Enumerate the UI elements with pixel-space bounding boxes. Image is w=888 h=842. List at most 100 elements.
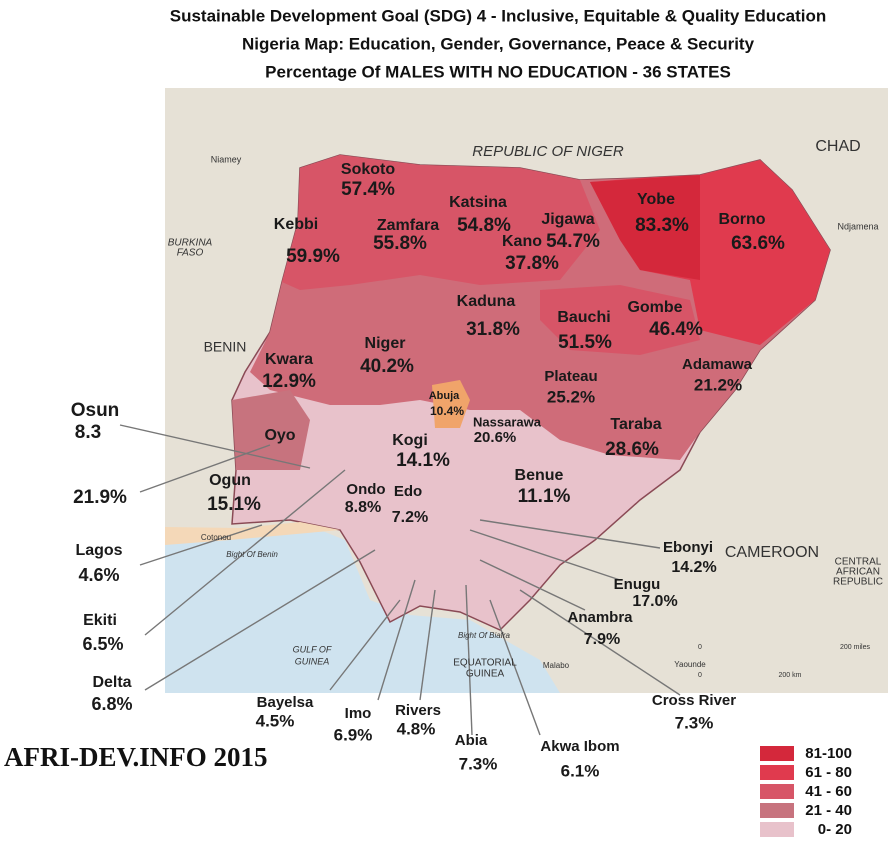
- state-value: 7.3%: [675, 713, 714, 732]
- state-value: 55.8%: [373, 233, 427, 254]
- state-name: Katsina: [449, 194, 507, 211]
- legend-swatch: [760, 822, 794, 837]
- bauchi-gombe-region: [540, 285, 700, 355]
- geo-label: GUINEA: [295, 656, 330, 666]
- state-value: 6.5%: [82, 634, 123, 654]
- state-value: 7.3%: [459, 754, 498, 773]
- sea: [165, 522, 560, 693]
- state-name: Oyo: [264, 427, 295, 444]
- northwest-region: [282, 155, 600, 290]
- state-name: Edo: [394, 483, 422, 500]
- state-name: Abuja: [429, 390, 460, 402]
- state-name: Kebbi: [274, 216, 318, 233]
- oyo-region: [232, 390, 310, 470]
- legend-label: 41 - 60: [805, 783, 852, 800]
- geo-label: 0: [698, 672, 702, 679]
- state-name: Gombe: [627, 299, 682, 316]
- state-name: Ondo: [346, 481, 385, 498]
- state-name: Anambra: [567, 609, 633, 626]
- state-name: Lagos: [75, 542, 122, 559]
- state-name: Bayelsa: [257, 694, 314, 711]
- state-name: Imo: [345, 705, 372, 722]
- state-value: 31.8%: [466, 319, 520, 340]
- state-name: Borno: [718, 211, 765, 228]
- state-name: Abia: [455, 732, 488, 749]
- state-name: Kaduna: [457, 293, 516, 310]
- geo-label: Cotonou: [201, 533, 231, 542]
- state-value: 83.3%: [635, 215, 689, 236]
- geo-label: CHAD: [815, 138, 860, 155]
- state-name: Adamawa: [682, 356, 753, 373]
- state-name: Osun: [71, 400, 120, 421]
- geo-label: 0: [698, 644, 702, 651]
- state-value: 12.9%: [262, 371, 316, 392]
- geo-label: REPUBLIC OF NIGER: [472, 143, 624, 160]
- state-value: 8.3: [75, 422, 101, 443]
- state-name: Benue: [515, 467, 564, 484]
- geo-label: Yaounde: [674, 660, 706, 669]
- state-name: Kwara: [265, 351, 313, 368]
- geo-label: CENTRAL: [835, 557, 882, 568]
- legend-swatch: [760, 765, 794, 780]
- state-value: 4.6%: [78, 565, 119, 585]
- geo-label: BENIN: [204, 339, 247, 355]
- yobe-region: [590, 175, 700, 280]
- state-value: 20.6%: [474, 429, 517, 446]
- state-name: Akwa Ibom: [540, 738, 619, 755]
- state-value: 21.9%: [73, 487, 127, 508]
- state-value: 51.5%: [558, 332, 612, 353]
- leader-lines: [119, 424, 681, 736]
- legend-label: 0- 20: [818, 821, 852, 838]
- state-value: 6.9%: [334, 725, 373, 744]
- state-name: Enugu: [614, 576, 661, 593]
- legend-swatch: [760, 784, 794, 799]
- state-value: 21.2%: [694, 375, 742, 394]
- state-value: 4.8%: [397, 719, 436, 738]
- state-value: 4.5%: [256, 711, 295, 730]
- geo-label: EQUATORIAL: [453, 658, 517, 669]
- state-name: Taraba: [610, 416, 661, 433]
- legend-label: 61 - 80: [805, 764, 852, 781]
- state-name: Kogi: [392, 432, 428, 449]
- state-value: 7.9%: [584, 631, 620, 648]
- state-value: 59.9%: [286, 246, 340, 267]
- geo-label: AFRICAN: [836, 567, 880, 578]
- state-value: 40.2%: [360, 356, 414, 377]
- title-line: Percentage Of MALES WITH NO EDUCATION - …: [265, 62, 731, 81]
- legend-swatch: [760, 803, 794, 818]
- state-name: Nassarawa: [473, 414, 542, 429]
- geo-label: BURKINA: [168, 238, 213, 249]
- geo-label: GUINEA: [466, 669, 505, 680]
- geo-label: Malabo: [543, 661, 570, 670]
- geo-label: CAMEROON: [725, 544, 819, 561]
- state-name: Ekiti: [83, 612, 117, 629]
- state-value: 28.6%: [605, 439, 659, 460]
- state-name: Yobe: [637, 191, 675, 208]
- legend-label: 81-100: [805, 745, 852, 762]
- geo-label: GULF OF: [293, 644, 332, 654]
- state-name: Jigawa: [541, 211, 594, 228]
- state-name: Rivers: [395, 702, 441, 719]
- state-value: 17.0%: [632, 593, 677, 610]
- state-value: 54.8%: [457, 215, 511, 236]
- state-value: 57.4%: [341, 179, 395, 200]
- state-name: Ebonyi: [663, 539, 713, 556]
- abuja-region: [432, 380, 470, 428]
- legend-swatch: [760, 746, 794, 761]
- state-name: Kano: [502, 233, 542, 250]
- state-value: 8.8%: [345, 499, 381, 516]
- state-value: 15.1%: [207, 494, 261, 515]
- state-name: Ogun: [209, 472, 251, 489]
- legend-label: 21 - 40: [805, 802, 852, 819]
- geo-label: FASO: [177, 248, 204, 259]
- state-name: Zamfara: [377, 217, 439, 234]
- coast: [165, 522, 340, 545]
- geo-label: Bight Of Biafra: [458, 631, 511, 640]
- state-name: Niger: [365, 335, 406, 352]
- geo-label: Niamey: [211, 154, 242, 164]
- state-value: 7.2%: [392, 509, 428, 526]
- geo-label: Bight Of Benin: [226, 550, 278, 559]
- state-value: 63.6%: [731, 233, 785, 254]
- state-name: Bauchi: [557, 309, 610, 326]
